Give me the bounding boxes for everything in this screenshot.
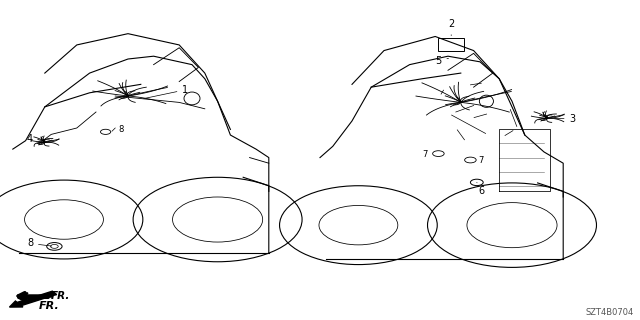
Text: 4: 4 — [27, 134, 41, 144]
Text: 6: 6 — [477, 182, 485, 196]
Text: FR.: FR. — [51, 291, 70, 301]
Text: 2: 2 — [448, 19, 454, 36]
Text: 7: 7 — [422, 150, 428, 159]
Text: 3: 3 — [554, 114, 576, 124]
Text: 8: 8 — [118, 125, 124, 134]
Text: 1: 1 — [143, 85, 189, 99]
Text: 5: 5 — [435, 56, 449, 66]
Text: 8: 8 — [27, 238, 52, 248]
Text: SZT4B0704: SZT4B0704 — [586, 308, 634, 317]
FancyArrow shape — [10, 291, 56, 307]
Text: 7: 7 — [479, 156, 484, 164]
Text: FR.: FR. — [38, 301, 59, 311]
